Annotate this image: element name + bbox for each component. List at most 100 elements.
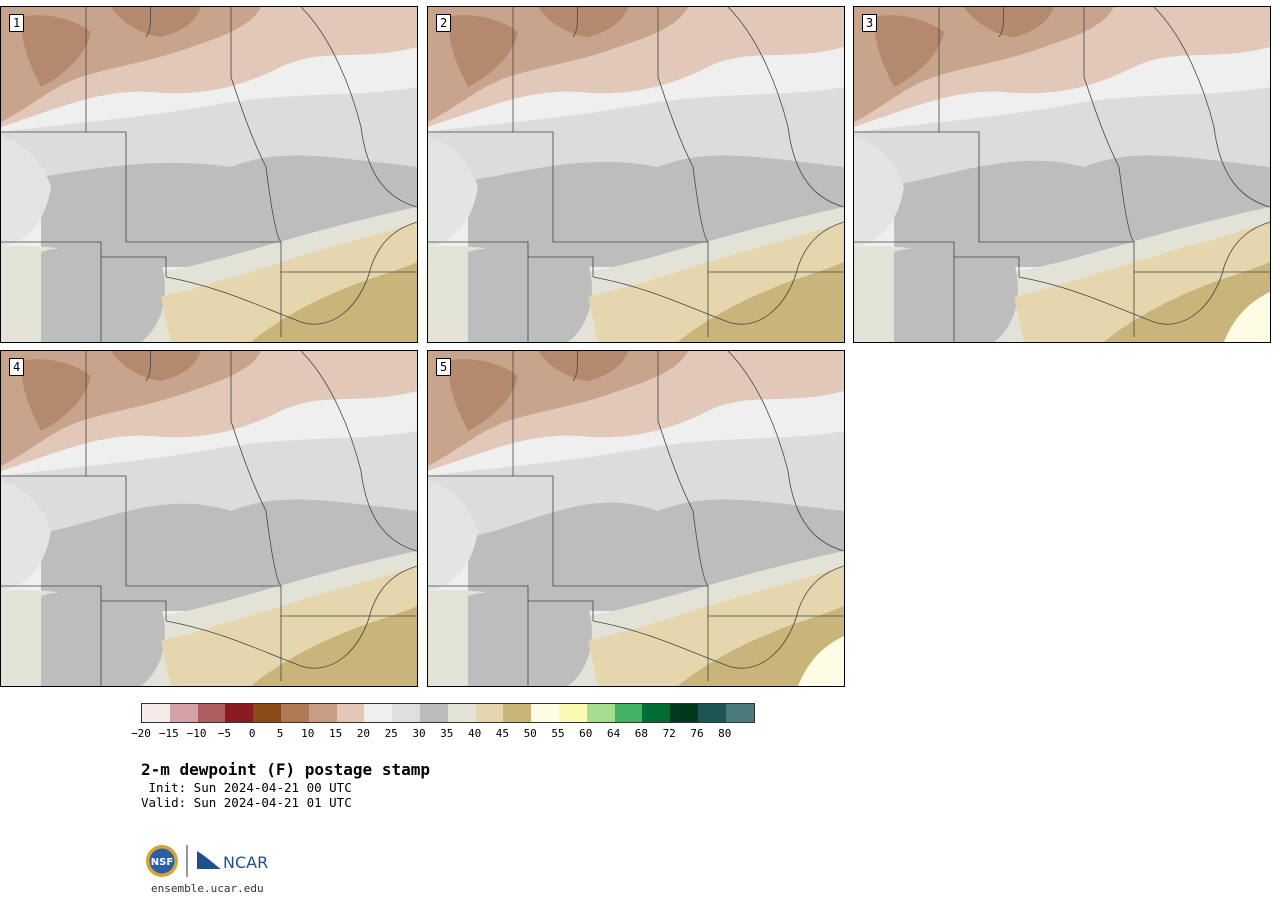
state-border [727, 351, 844, 552]
state-border [572, 351, 579, 382]
colorbar-swatch [364, 704, 393, 722]
field-45-50 [251, 262, 417, 342]
colorbar-swatch [670, 704, 698, 722]
panel-number: 3 [862, 14, 878, 32]
dewpoint-map [1, 351, 417, 686]
state-border [592, 565, 844, 669]
colorbar-swatch [642, 704, 671, 722]
member-panel-2: 2 [427, 6, 845, 343]
state-border [300, 351, 417, 552]
terrain-texture [1, 137, 51, 247]
ncar-mark-icon [197, 851, 221, 869]
colorbar-tick-label: 5 [276, 727, 284, 740]
colorbar-tick-label: −15 [158, 727, 179, 740]
state-border [230, 351, 282, 681]
dewpoint-map [428, 351, 844, 686]
colorbar-tick-label: 50 [523, 727, 537, 740]
field-5-10 [21, 15, 91, 87]
terrain-texture [854, 137, 904, 247]
colorbar-swatch [308, 704, 337, 722]
colorbar-swatch [586, 704, 615, 722]
colorbar-swatch [725, 704, 754, 722]
field-45-50 [678, 262, 844, 342]
field-30-35 [894, 247, 1018, 342]
colorbar-swatch [447, 704, 476, 722]
field-5-10 [874, 15, 944, 87]
state-border [165, 565, 417, 669]
colorbar [141, 703, 755, 723]
field-50-55 [798, 636, 844, 686]
state-border [854, 131, 1134, 243]
website-link[interactable]: ensemble.ucar.edu [151, 882, 264, 895]
state-border [657, 7, 709, 337]
state-border [1, 131, 281, 243]
dewpoint-map [1, 7, 417, 342]
colorbar-swatch [503, 704, 532, 722]
field-5-10 [111, 7, 201, 37]
field-45-50 [251, 606, 417, 686]
state-border [145, 7, 152, 38]
colorbar-tick-label: 30 [412, 727, 426, 740]
member-panel-3: 3 [853, 6, 1271, 343]
state-border [1018, 221, 1270, 325]
colorbar-tick-label: 68 [634, 727, 649, 740]
colorbar-tick-label: 20 [356, 727, 371, 740]
field-5-10 [538, 351, 628, 381]
field-50-55 [1224, 292, 1270, 342]
colorbar-ticks: −20 −15 −10 −5 0 5 10 15 20 25 30 35 40 45 50 55 60 64 68 7… [131, 727, 761, 741]
colorbar-tick-label: 35 [440, 727, 454, 740]
field-30-35 [468, 247, 592, 342]
state-border [727, 7, 844, 208]
dewpoint-map [854, 7, 1270, 342]
colorbar-swatch [392, 704, 420, 722]
colorbar-swatch [614, 704, 643, 722]
colorbar-swatch [475, 704, 504, 722]
colorbar-tick-label: 10 [301, 727, 315, 740]
colorbar-swatch [197, 704, 226, 722]
state-border [230, 7, 282, 337]
state-border [300, 7, 417, 208]
state-border [572, 7, 579, 38]
state-border [657, 351, 709, 681]
field-45-50 [1104, 262, 1270, 342]
field-5-10 [448, 359, 518, 431]
state-border [165, 221, 417, 325]
panel-number: 4 [9, 358, 25, 376]
state-border [428, 475, 708, 587]
field-5-10 [21, 359, 91, 431]
colorbar-swatch [419, 704, 448, 722]
colorbar-swatch [253, 704, 281, 722]
terrain-texture [1, 481, 51, 591]
colorbar-tick-label: 15 [328, 727, 343, 740]
colorbar-tick-label: 55 [551, 727, 565, 740]
member-panel-5: 5 [427, 350, 845, 687]
panel-number: 2 [436, 14, 452, 32]
field-30-35 [41, 591, 165, 686]
colorbar-tick-label: 45 [495, 727, 510, 740]
colorbar-tick-label: 40 [467, 727, 482, 740]
field-45-50 [678, 606, 844, 686]
panel-number: 5 [436, 358, 452, 376]
state-border [1153, 7, 1270, 208]
colorbar-tick-label: −10 [186, 727, 207, 740]
svg-text:NSF: NSF [151, 857, 173, 868]
colorbar-swatch [169, 704, 198, 722]
colorbar-swatch [225, 704, 254, 722]
colorbar-tick-label: 72 [662, 727, 676, 740]
colorbar-swatch [558, 704, 587, 722]
state-border [428, 131, 708, 243]
colorbar-tick-label: 60 [579, 727, 593, 740]
colorbar-swatch [531, 704, 559, 722]
colorbar-tick-label: −5 [217, 727, 232, 740]
valid-time: Valid: Sun 2024-04-21 01 UTC [141, 795, 352, 810]
field-5-10 [448, 15, 518, 87]
colorbar-tick-label: −20 [131, 727, 151, 740]
colorbar-tick-label: 76 [690, 727, 704, 740]
member-panel-1: 1 [0, 6, 418, 343]
colorbar-swatch [697, 704, 726, 722]
init-time: Init: Sun 2024-04-21 00 UTC [141, 780, 352, 795]
colorbar-tick-label: 25 [384, 727, 398, 740]
dewpoint-map [428, 7, 844, 342]
state-border [1083, 7, 1135, 337]
terrain-texture [428, 481, 478, 591]
